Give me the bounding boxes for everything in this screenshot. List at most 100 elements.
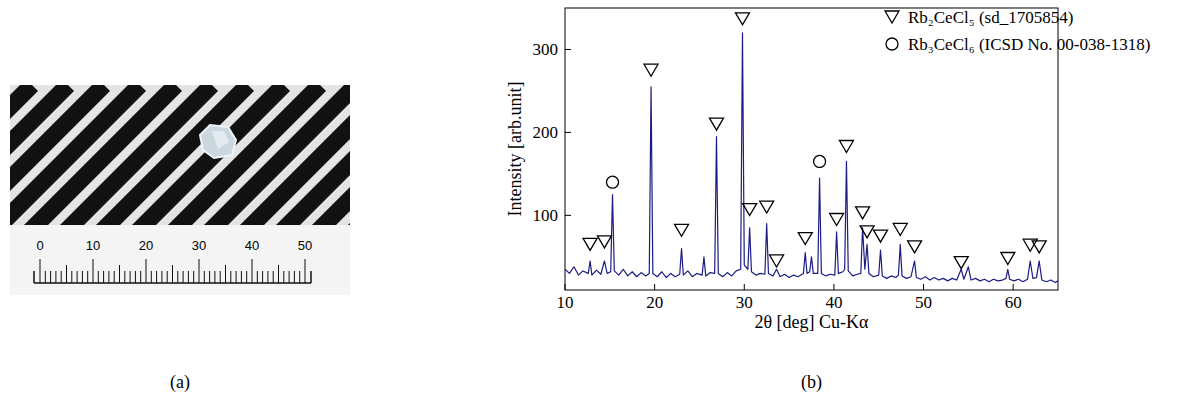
- ruler-label: 10: [86, 238, 100, 253]
- ruler-tick: [188, 271, 189, 283]
- ruler-tick: [167, 271, 168, 283]
- ruler-tick: [87, 271, 88, 283]
- ruler-tick: [45, 271, 46, 283]
- phase-marker: [709, 118, 723, 130]
- panel-label: (a): [170, 372, 190, 393]
- ruler-tick: [183, 271, 184, 283]
- ruler-tick: [98, 271, 99, 283]
- ruler-tick: [151, 271, 152, 283]
- ruler-tick: [262, 271, 263, 283]
- panel-label: (b): [801, 372, 822, 393]
- ruler-label: 40: [245, 238, 259, 253]
- ruler-tick: [193, 271, 194, 283]
- ruler-tick: [305, 259, 306, 283]
- x-tick-label: 30: [736, 293, 753, 312]
- phase-marker: [607, 176, 619, 188]
- legend-label: Rb₃CeCl₆ (ICSD No. 00-038-1318): [908, 35, 1150, 54]
- y-axis-title: Intensity [arb.unit]: [505, 82, 525, 217]
- legend-marker: [886, 38, 898, 50]
- photo: [10, 85, 350, 295]
- ruler-tick: [283, 271, 284, 283]
- ruler-tick: [146, 259, 147, 283]
- y-tick-label: 300: [533, 40, 559, 59]
- ruler-tick: [257, 271, 258, 283]
- y-tick-label: 200: [533, 123, 559, 142]
- ruler-tick: [66, 265, 67, 283]
- xrd-pattern: [565, 33, 1058, 283]
- legend: Rb₂CeCl₅ (sd_1705854) Rb₃CeCl₆ (ICSD No. …: [885, 8, 1150, 54]
- ruler-tick: [124, 271, 125, 283]
- x-tick-label: 20: [646, 293, 663, 312]
- ruler-tick: [225, 265, 226, 283]
- phase-marker: [908, 241, 922, 253]
- x-tick-label: 60: [1005, 293, 1022, 312]
- ruler-tick: [252, 259, 253, 283]
- x-tick-label: 10: [557, 293, 574, 312]
- ruler-tick: [220, 271, 221, 283]
- ruler-tick: [299, 271, 300, 283]
- ruler-tick: [108, 271, 109, 283]
- figure: 01020304050(a)1020304050601002003002θ [d…: [0, 0, 1189, 401]
- phase-marker: [1032, 241, 1046, 253]
- ruler-tick: [61, 271, 62, 283]
- ruler-tick: [130, 271, 131, 283]
- ruler-tick: [209, 271, 210, 283]
- phase-marker: [860, 226, 874, 238]
- ruler-tick: [278, 265, 279, 283]
- y-tick: [565, 132, 571, 133]
- phase-marker: [954, 257, 968, 269]
- phase-marker: [644, 64, 658, 76]
- phase-marker: [770, 255, 784, 267]
- x-tick: [833, 284, 834, 290]
- legend-marker: [885, 11, 899, 23]
- ruler-label: 50: [298, 238, 312, 253]
- ruler-end: [33, 271, 35, 283]
- y-tick: [565, 49, 571, 50]
- ruler-tick: [50, 271, 51, 283]
- ruler-tick: [156, 271, 157, 283]
- ruler-tick: [172, 265, 173, 283]
- ruler-tick: [114, 271, 115, 283]
- ruler-tick: [267, 271, 268, 283]
- legend-label: Rb₂CeCl₅ (sd_1705854): [908, 8, 1073, 27]
- y-tick-label: 100: [533, 206, 559, 225]
- ruler-label: 0: [36, 238, 43, 253]
- ruler-tick: [294, 271, 295, 283]
- phase-marker: [735, 13, 749, 25]
- x-tick-label: 40: [825, 293, 842, 312]
- ruler-tick: [214, 271, 215, 283]
- ruler-tick: [103, 271, 104, 283]
- ruler-tick: [140, 271, 141, 283]
- ruler-tick: [246, 271, 247, 283]
- ruler-tick: [82, 271, 83, 283]
- phase-marker: [743, 204, 757, 216]
- ruler-tick: [236, 271, 237, 283]
- phase-marker: [874, 230, 888, 242]
- ruler-tick: [55, 271, 56, 283]
- ruler-label: 30: [192, 238, 206, 253]
- ruler-tick: [71, 271, 72, 283]
- phase-marker: [893, 223, 907, 235]
- phase-marker: [830, 214, 844, 226]
- ruler-tick: [289, 271, 290, 283]
- x-axis-title: 2θ [deg] Cu-Kα: [754, 312, 869, 332]
- phase-marker: [856, 207, 870, 219]
- ruler-label: 20: [139, 238, 153, 253]
- ruler-ground: [10, 225, 350, 295]
- ruler-tick: [119, 265, 120, 283]
- x-tick: [654, 284, 655, 290]
- phase-marker: [1001, 252, 1015, 264]
- ruler-tick: [40, 259, 41, 283]
- y-tick: [565, 215, 571, 216]
- crystal-facet: [212, 131, 229, 149]
- ruler-tick: [199, 259, 200, 283]
- ruler-tick: [93, 259, 94, 283]
- ruler-tick: [161, 271, 162, 283]
- ruler-tick: [204, 271, 205, 283]
- phase-marker: [583, 238, 597, 250]
- x-tick: [923, 284, 924, 290]
- phase-marker: [814, 155, 826, 167]
- x-tick: [744, 284, 745, 290]
- phase-marker: [839, 141, 853, 153]
- ruler-tick: [230, 271, 231, 283]
